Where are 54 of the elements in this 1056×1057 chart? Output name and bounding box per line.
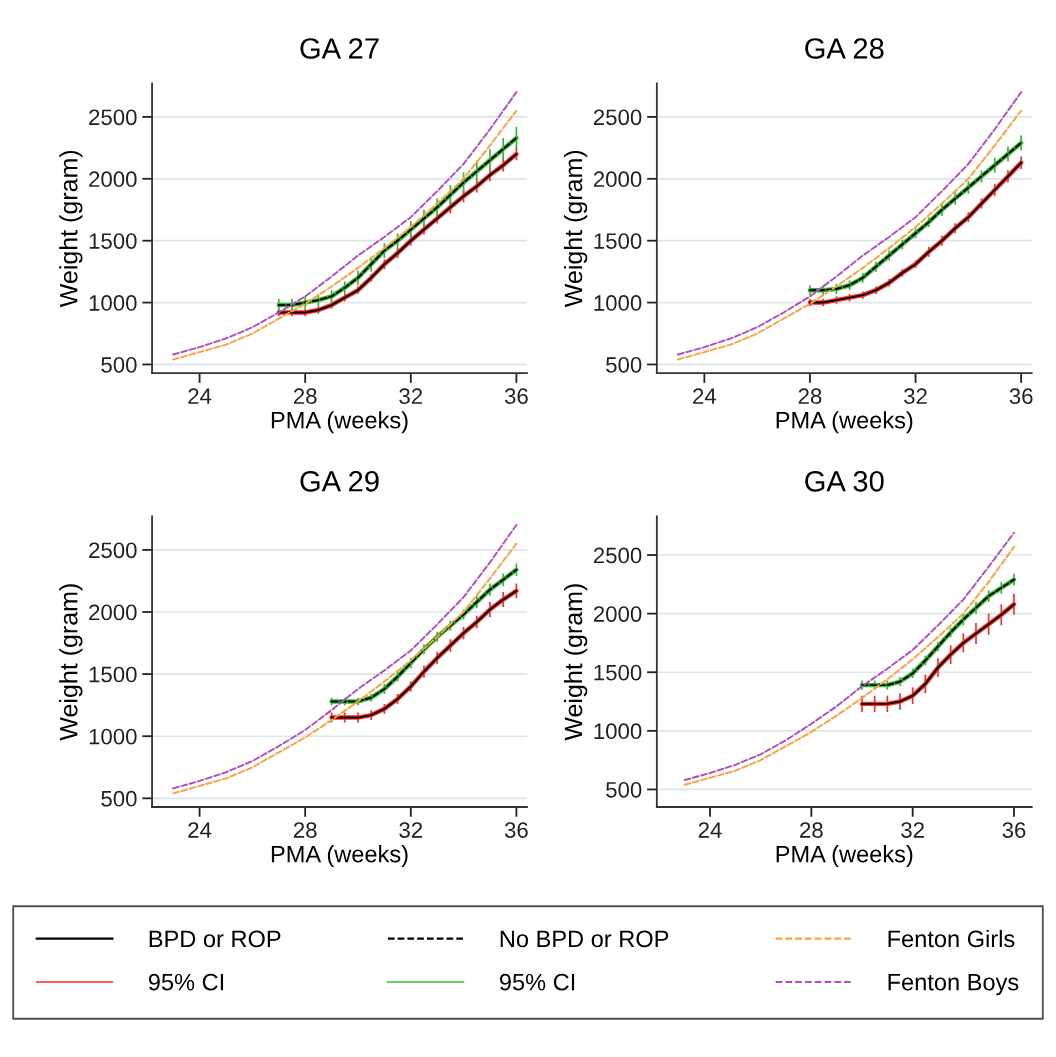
y-tick-label: 2000 [593, 171, 642, 188]
y-tick-label: 1500 [594, 233, 642, 249]
chart-title: GA 30 [805, 470, 884, 492]
x-tick-label: 28 [293, 822, 317, 838]
chart-title: GA 28 [805, 38, 884, 59]
y-axis-title: Weight (gram) [563, 584, 588, 741]
y-axis-title: Weight (gram) [563, 150, 588, 308]
legend-label: 95% CI [499, 973, 575, 991]
legend-label: No BPD or ROP [500, 930, 669, 948]
y-axis-title: Weight (gram) [59, 150, 83, 308]
x-axis-title: PMA (weeks) [776, 411, 913, 434]
x-axis-title: PMA (weeks) [271, 411, 408, 434]
x-tick-label: 24 [698, 822, 722, 838]
y-tick-label: 2000 [593, 606, 642, 622]
y-tick-label: 500 [606, 781, 642, 798]
legend-label: Fenton Girls [888, 929, 1015, 948]
y-tick-label: 2000 [89, 604, 137, 621]
legend-label: Fenton Boys [888, 974, 1019, 996]
x-tick-label: 32 [901, 822, 924, 838]
x-tick-label: 32 [399, 822, 423, 838]
x-tick-label: 32 [904, 388, 927, 405]
x-tick-label: 28 [293, 388, 317, 405]
x-tick-label: 36 [504, 388, 528, 405]
y-tick-label: 2500 [89, 109, 137, 126]
y-tick-label: 1000 [89, 295, 137, 311]
x-tick-label: 32 [399, 388, 423, 405]
y-tick-label: 1500 [594, 664, 642, 681]
x-tick-label: 24 [188, 388, 212, 404]
legend-label: BPD or ROP [149, 930, 281, 948]
y-tick-label: 500 [101, 356, 137, 373]
y-tick-label: 1000 [594, 295, 642, 311]
x-tick-label: 24 [693, 388, 717, 404]
x-axis-title: PMA (weeks) [271, 845, 408, 868]
y-tick-label: 2000 [89, 171, 137, 188]
chart-title: GA 29 [300, 470, 379, 492]
y-tick-label: 1000 [89, 728, 137, 745]
x-tick-label: 28 [798, 388, 822, 405]
y-tick-label: 2500 [89, 542, 137, 559]
x-tick-label: 36 [1002, 822, 1026, 838]
x-tick-label: 24 [188, 822, 212, 838]
legend-label: 95% CI [148, 973, 224, 991]
y-tick-label: 1500 [89, 666, 137, 683]
x-tick-label: 28 [800, 822, 823, 838]
x-tick-label: 36 [1009, 388, 1033, 405]
y-tick-label: 2500 [593, 109, 642, 126]
chart-title: GA 27 [300, 38, 379, 59]
y-tick-label: 1000 [594, 723, 642, 740]
y-axis-title: Weight (gram) [59, 584, 83, 741]
y-tick-label: 500 [606, 356, 642, 373]
y-tick-label: 1500 [89, 233, 137, 249]
y-tick-label: 2500 [593, 547, 642, 564]
x-tick-label: 36 [504, 822, 528, 838]
x-axis-title: PMA (weeks) [776, 845, 913, 868]
y-tick-label: 500 [101, 790, 137, 807]
